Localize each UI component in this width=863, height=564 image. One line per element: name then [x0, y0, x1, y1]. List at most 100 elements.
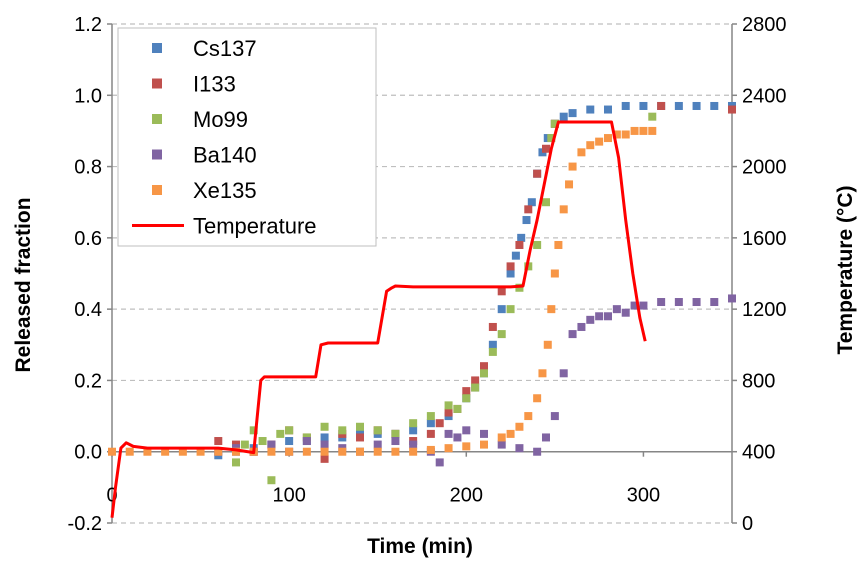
data-point — [621, 130, 630, 139]
data-point — [480, 429, 488, 438]
data-point — [214, 447, 223, 456]
data-point — [533, 394, 542, 403]
data-point — [426, 429, 435, 438]
data-point — [710, 101, 719, 110]
data-point — [533, 169, 542, 178]
data-point — [554, 240, 563, 249]
data-point — [604, 105, 612, 114]
data-point — [232, 447, 240, 456]
data-point — [373, 447, 382, 456]
data-point — [559, 369, 568, 378]
data-point — [604, 312, 612, 321]
data-point — [409, 426, 418, 435]
data-point — [453, 433, 462, 442]
legend-item-i133: I133 — [152, 72, 236, 97]
y-tick-label: 0.8 — [74, 157, 102, 179]
data-point — [657, 298, 666, 307]
legend-box — [117, 27, 377, 247]
data-point — [542, 144, 550, 153]
data-point — [547, 305, 556, 314]
data-point — [595, 312, 604, 321]
legend-item-xe135: Xe135 — [152, 178, 257, 203]
data-point — [612, 130, 621, 139]
data-point — [214, 437, 223, 446]
data-point — [604, 134, 612, 143]
data-point — [538, 369, 547, 378]
data-point — [506, 429, 515, 438]
data-point — [621, 101, 630, 110]
data-point — [710, 298, 719, 307]
data-point — [506, 262, 515, 271]
data-point — [276, 429, 285, 438]
data-point — [471, 383, 480, 392]
data-point — [543, 340, 552, 349]
data-point — [728, 105, 736, 114]
data-point — [550, 269, 559, 278]
data-point — [240, 440, 249, 449]
data-point — [488, 322, 497, 331]
y2-tick-label: 1600 — [742, 228, 787, 250]
data-point — [648, 112, 657, 121]
data-point — [639, 301, 648, 310]
data-point — [586, 315, 595, 324]
data-point — [568, 109, 577, 118]
data-point — [565, 180, 574, 189]
data-point — [639, 126, 648, 135]
y2-tick-label: 1200 — [742, 299, 787, 321]
data-point — [444, 429, 453, 438]
y-axis-title: Released fraction — [12, 197, 35, 372]
data-point — [391, 437, 400, 446]
data-point — [559, 205, 568, 214]
data-point — [577, 148, 586, 157]
legend-item-ba140: Ba140 — [152, 143, 257, 168]
data-point — [497, 305, 506, 314]
data-point — [320, 433, 329, 442]
data-point — [267, 447, 276, 456]
data-point — [125, 447, 134, 456]
data-point — [444, 408, 453, 417]
data-point — [533, 447, 542, 456]
data-point — [657, 101, 666, 110]
data-point — [320, 422, 329, 431]
data-point — [568, 330, 577, 339]
temperature-layer — [110, 120, 647, 518]
tick-labels: -0.2 0.0 0.2 0.4 0.6 0.8 1.0 1.2 0 400 800 1200 1600… — [68, 14, 787, 535]
data-point — [320, 447, 329, 456]
data-point — [488, 347, 497, 356]
y2-tick-label: 2000 — [742, 157, 787, 179]
data-point — [285, 426, 294, 435]
data-point — [435, 458, 444, 467]
data-point — [338, 447, 347, 456]
data-point — [338, 426, 347, 435]
data-point — [506, 305, 515, 314]
legend-marker — [152, 78, 162, 89]
data-point — [550, 119, 559, 128]
data-point — [285, 437, 294, 446]
data-point — [524, 205, 533, 214]
data-point — [391, 447, 400, 456]
y2-tick-label: 2400 — [742, 85, 787, 107]
data-point — [586, 141, 595, 150]
data-point — [320, 454, 329, 463]
x-tick-label: 200 — [450, 485, 483, 507]
data-point — [471, 376, 480, 385]
data-point — [462, 394, 471, 403]
data-point — [409, 440, 418, 449]
y-tick-label: 0.4 — [74, 299, 102, 321]
data-point — [285, 447, 294, 456]
data-point — [258, 437, 267, 446]
data-point — [517, 233, 526, 242]
data-point — [542, 433, 550, 442]
data-point — [497, 330, 506, 339]
data-point — [674, 298, 683, 307]
legend-label: Ba140 — [193, 143, 257, 168]
data-point — [497, 287, 506, 296]
y2-axis-title: Temperature (°C) — [834, 185, 857, 354]
data-point — [356, 433, 364, 442]
legend-marker — [152, 43, 162, 53]
temperature-line — [110, 120, 647, 518]
legend-marker — [152, 185, 162, 195]
data-point — [542, 198, 550, 207]
data-point — [511, 251, 520, 260]
